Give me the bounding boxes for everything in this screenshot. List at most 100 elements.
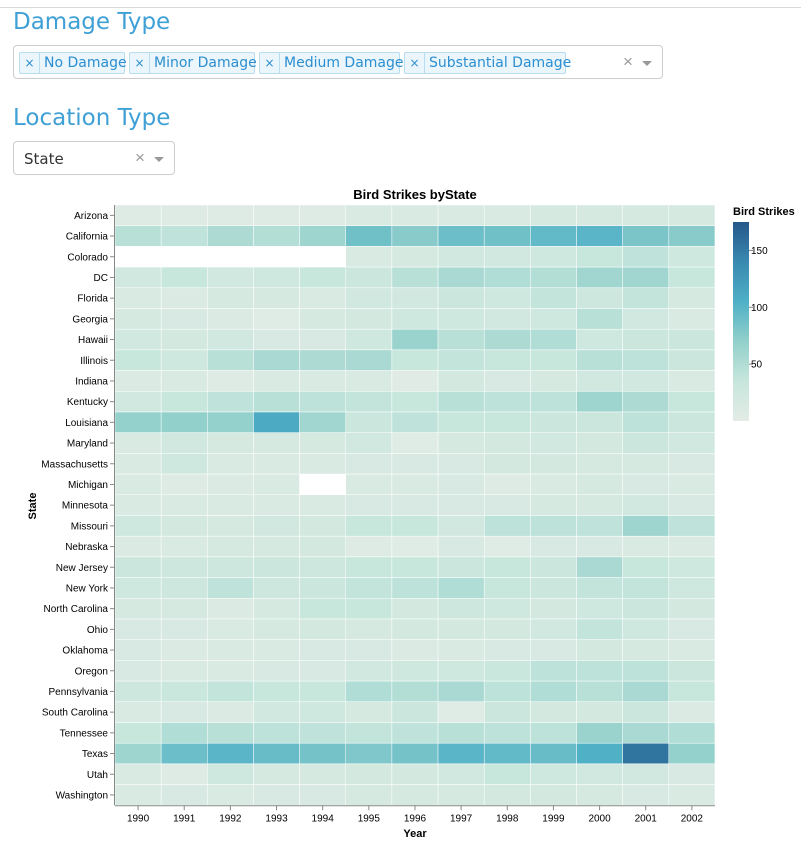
- heatmap-cell: [530, 639, 577, 661]
- y-tick-label: Utah: [87, 770, 108, 781]
- heatmap-cell: [253, 701, 300, 723]
- remove-minor-damage-icon[interactable]: ×: [130, 53, 150, 73]
- remove-no-damage-icon[interactable]: ×: [20, 53, 40, 73]
- x-tick-label: 1998: [496, 813, 519, 824]
- heatmap-cell: [345, 784, 393, 806]
- heatmap-cell: [622, 266, 670, 289]
- heatmap-cell: [114, 349, 162, 371]
- y-tick-label: Michigan: [68, 480, 108, 491]
- heatmap-cell: [345, 266, 393, 289]
- heatmap-cell: [299, 349, 347, 371]
- heatmap-cell: [299, 722, 347, 744]
- heatmap-cell: [253, 225, 300, 247]
- heatmap-cell: [114, 535, 162, 558]
- heatmap-cell: [437, 370, 485, 392]
- heatmap-cell: [391, 246, 439, 268]
- heatmap-cell: [576, 349, 623, 371]
- heatmap-cell: [207, 225, 254, 247]
- heatmap-cell: [114, 618, 162, 640]
- heatmap-cell: [207, 784, 254, 806]
- heatmap-cell: [345, 639, 393, 661]
- heatmap-cell: [622, 246, 670, 268]
- heatmap-cell: [576, 328, 623, 351]
- heatmap-cell: [299, 618, 347, 640]
- heatmap-cell: [437, 618, 485, 640]
- y-tick-label: Missouri: [71, 521, 108, 532]
- heatmap-cell: [668, 494, 716, 516]
- heatmap-cell: [483, 473, 531, 496]
- heatmap-cell: [483, 328, 531, 351]
- damage-type-multiselect[interactable]: × No Damage × Minor Damage × Medium Dama…: [13, 45, 663, 79]
- heatmap-cell: [207, 680, 254, 703]
- tag-label: Medium Damage: [284, 55, 404, 71]
- heatmap-cell: [668, 577, 716, 599]
- heatmap-cell: [114, 742, 162, 765]
- heatmap-cell: [253, 266, 300, 289]
- heatmap-cell: [668, 618, 716, 640]
- y-tick-label: Texas: [82, 749, 108, 760]
- x-tick-label: 1995: [358, 813, 381, 824]
- heatmap-cell: [576, 639, 623, 661]
- heatmap-cell: [622, 660, 670, 682]
- heatmap-cell: [622, 432, 670, 454]
- heatmap-cell: [253, 556, 300, 578]
- heatmap-cell: [483, 763, 531, 785]
- heatmap-cell: [668, 763, 716, 785]
- heatmap-cell: [483, 660, 531, 682]
- tag-medium-damage: × Medium Damage: [259, 52, 404, 74]
- clear-location-type-icon[interactable]: ×: [135, 148, 145, 167]
- heatmap-cell: [391, 742, 439, 765]
- heatmap-cell: [299, 266, 347, 289]
- heatmap-cell: [668, 453, 716, 475]
- heatmap-cell: [576, 432, 623, 454]
- heatmap-cell: [160, 784, 208, 806]
- heatmap-cell: [253, 432, 300, 454]
- heatmap-cell: [299, 598, 347, 620]
- chevron-down-icon[interactable]: [154, 157, 164, 162]
- heatmap-cell: [483, 494, 531, 516]
- x-tick-label: 2002: [681, 813, 704, 824]
- heatmap-cell: [160, 577, 208, 599]
- heatmap-cell: [668, 328, 716, 351]
- heatmap-cell: [576, 763, 623, 785]
- heatmap-cell: [437, 411, 485, 433]
- heatmap-cell: [391, 722, 439, 744]
- heatmap-cell: [530, 349, 577, 371]
- heatmap-cell: [114, 328, 162, 351]
- heatmap-cell: [207, 328, 254, 351]
- heatmap-cell: [345, 577, 393, 599]
- y-tick-label: South Carolina: [42, 708, 109, 719]
- clear-damage-type-icon[interactable]: ×: [623, 52, 633, 71]
- x-tick-label: 2001: [635, 813, 658, 824]
- heatmap-cell: [207, 411, 254, 433]
- remove-substantial-damage-icon[interactable]: ×: [405, 53, 425, 73]
- heatmap-cell: [622, 577, 670, 599]
- heatmap-cell: [299, 742, 347, 765]
- heatmap-cell: [622, 598, 670, 620]
- heatmap-cell: [576, 515, 623, 537]
- y-tick-label: North Carolina: [44, 604, 109, 615]
- heatmap-cell: [345, 742, 393, 765]
- heatmap-cell: [437, 473, 485, 496]
- heatmap-cell: [114, 763, 162, 785]
- heatmap-cell: [576, 598, 623, 620]
- remove-medium-damage-icon[interactable]: ×: [260, 53, 280, 73]
- heatmap-cell: [391, 618, 439, 640]
- heatmap-cell: [576, 411, 623, 433]
- y-tick-label: Pennsylvania: [49, 687, 109, 698]
- heatmap-cell: [207, 639, 254, 661]
- y-tick-label: Hawaii: [78, 335, 108, 346]
- heatmap-cell: [483, 391, 531, 413]
- heatmap-cell: [530, 763, 577, 785]
- heatmap-cell: [207, 370, 254, 392]
- heatmap-cell: [483, 722, 531, 744]
- heatmap-cell: [530, 391, 577, 413]
- heatmap-cell: [345, 411, 393, 433]
- heatmap-cell: [345, 349, 393, 371]
- heatmap-cell: [299, 287, 347, 309]
- heatmap-cell: [345, 432, 393, 454]
- location-type-select[interactable]: State ×: [13, 141, 175, 175]
- tag-label: No Damage: [44, 55, 127, 71]
- heatmap-cell: [622, 225, 670, 247]
- chevron-down-icon[interactable]: [642, 61, 652, 66]
